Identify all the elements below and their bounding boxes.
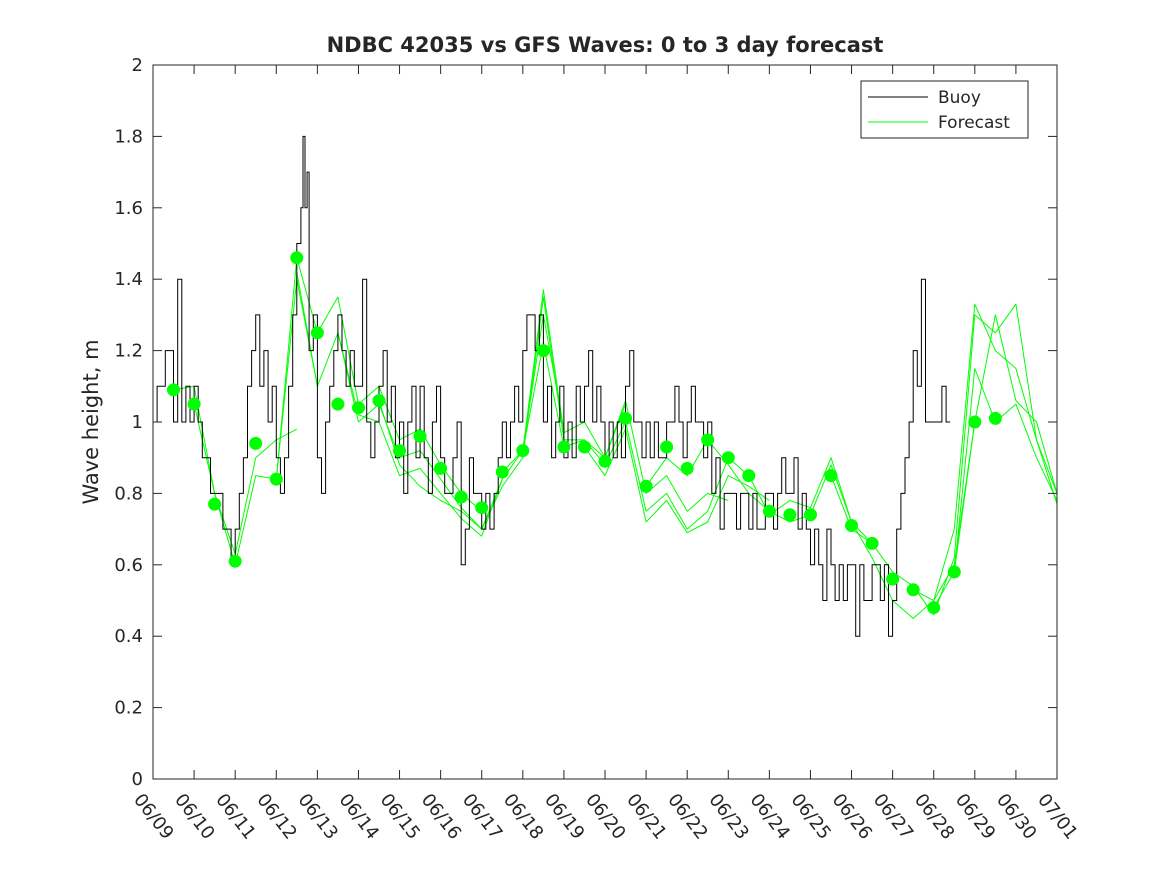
forecast-point <box>434 461 448 475</box>
y-tick-labels: 0 0.2 0.4 0.6 0.8 1 1.2 1.4 1.6 1.8 2 <box>114 55 143 790</box>
forecast-point <box>208 497 222 511</box>
forecast-point <box>947 565 961 579</box>
forecast-point <box>372 394 386 408</box>
forecast-point <box>988 411 1002 425</box>
forecast-point <box>639 479 653 493</box>
legend-box <box>860 80 1029 139</box>
y-axis-label: Wave height, m <box>79 339 103 504</box>
forecast-lines <box>173 257 1058 619</box>
forecast-point <box>495 465 509 479</box>
y-tick-label: 0.8 <box>114 483 143 504</box>
forecast-point <box>906 583 920 597</box>
forecast-point <box>475 501 489 515</box>
forecast-point <box>269 472 283 486</box>
y-tick-label: 0.6 <box>114 555 143 576</box>
forecast-dots <box>167 251 1002 615</box>
forecast-point <box>742 469 756 483</box>
legend-buoy-label: Buoy <box>938 88 981 108</box>
forecast-point <box>516 444 530 458</box>
buoy-line <box>153 135 951 637</box>
forecast-point <box>228 554 242 568</box>
forecast-point <box>557 440 571 454</box>
forecast-point <box>927 601 941 615</box>
forecast-point <box>352 401 365 415</box>
forecast-point <box>783 508 797 522</box>
y-tick-label: 2 <box>132 55 143 76</box>
y-tick-label: 1 <box>132 412 143 433</box>
y-tick-label: 0.4 <box>114 626 143 647</box>
forecast-point <box>536 344 550 358</box>
forecast-point <box>187 397 201 411</box>
forecast-point <box>721 451 735 465</box>
forecast-line-12 <box>912 303 1058 601</box>
forecast-line-7 <box>522 343 750 530</box>
forecast-point <box>865 536 879 550</box>
legend: Buoy Forecast <box>860 80 1029 139</box>
y-tick-label: 0 <box>132 769 143 790</box>
forecast-point <box>454 490 468 504</box>
legend-forecast-label: Forecast <box>938 113 1010 133</box>
forecast-line-6 <box>501 289 729 512</box>
forecast-line-8 <box>584 428 770 534</box>
forecast-point <box>824 469 838 483</box>
forecast-point <box>680 461 694 475</box>
buoy-line-group <box>153 135 951 637</box>
forecast-point <box>598 454 612 468</box>
y-tick-label: 0.2 <box>114 698 143 719</box>
forecast-point <box>619 411 632 425</box>
forecast-point <box>393 444 406 458</box>
y-tick-label: 1.8 <box>114 126 143 147</box>
axes-box <box>152 64 1058 780</box>
y-tick-label: 1.2 <box>114 341 143 362</box>
y-tick-label: 1.4 <box>114 269 143 290</box>
forecast-line-14 <box>953 314 1058 572</box>
forecast-point <box>310 326 324 340</box>
forecast-point <box>968 415 982 429</box>
forecast-point <box>804 508 817 522</box>
forecast-point <box>660 440 674 454</box>
forecast-point <box>845 519 858 532</box>
forecast-point <box>167 383 180 397</box>
forecast-point <box>331 397 345 411</box>
chart-title: NDBC 42035 vs GFS Waves: 0 to 3 day fore… <box>327 33 884 57</box>
forecast-point <box>249 436 263 450</box>
forecast-point <box>762 504 776 518</box>
forecast-point <box>578 440 591 454</box>
forecast-point <box>413 429 427 443</box>
forecast-point <box>290 251 304 265</box>
y-tick-label: 1.6 <box>114 198 143 219</box>
forecast-point <box>701 433 715 447</box>
forecast-point <box>886 572 900 586</box>
forecast-line-10 <box>748 421 976 619</box>
